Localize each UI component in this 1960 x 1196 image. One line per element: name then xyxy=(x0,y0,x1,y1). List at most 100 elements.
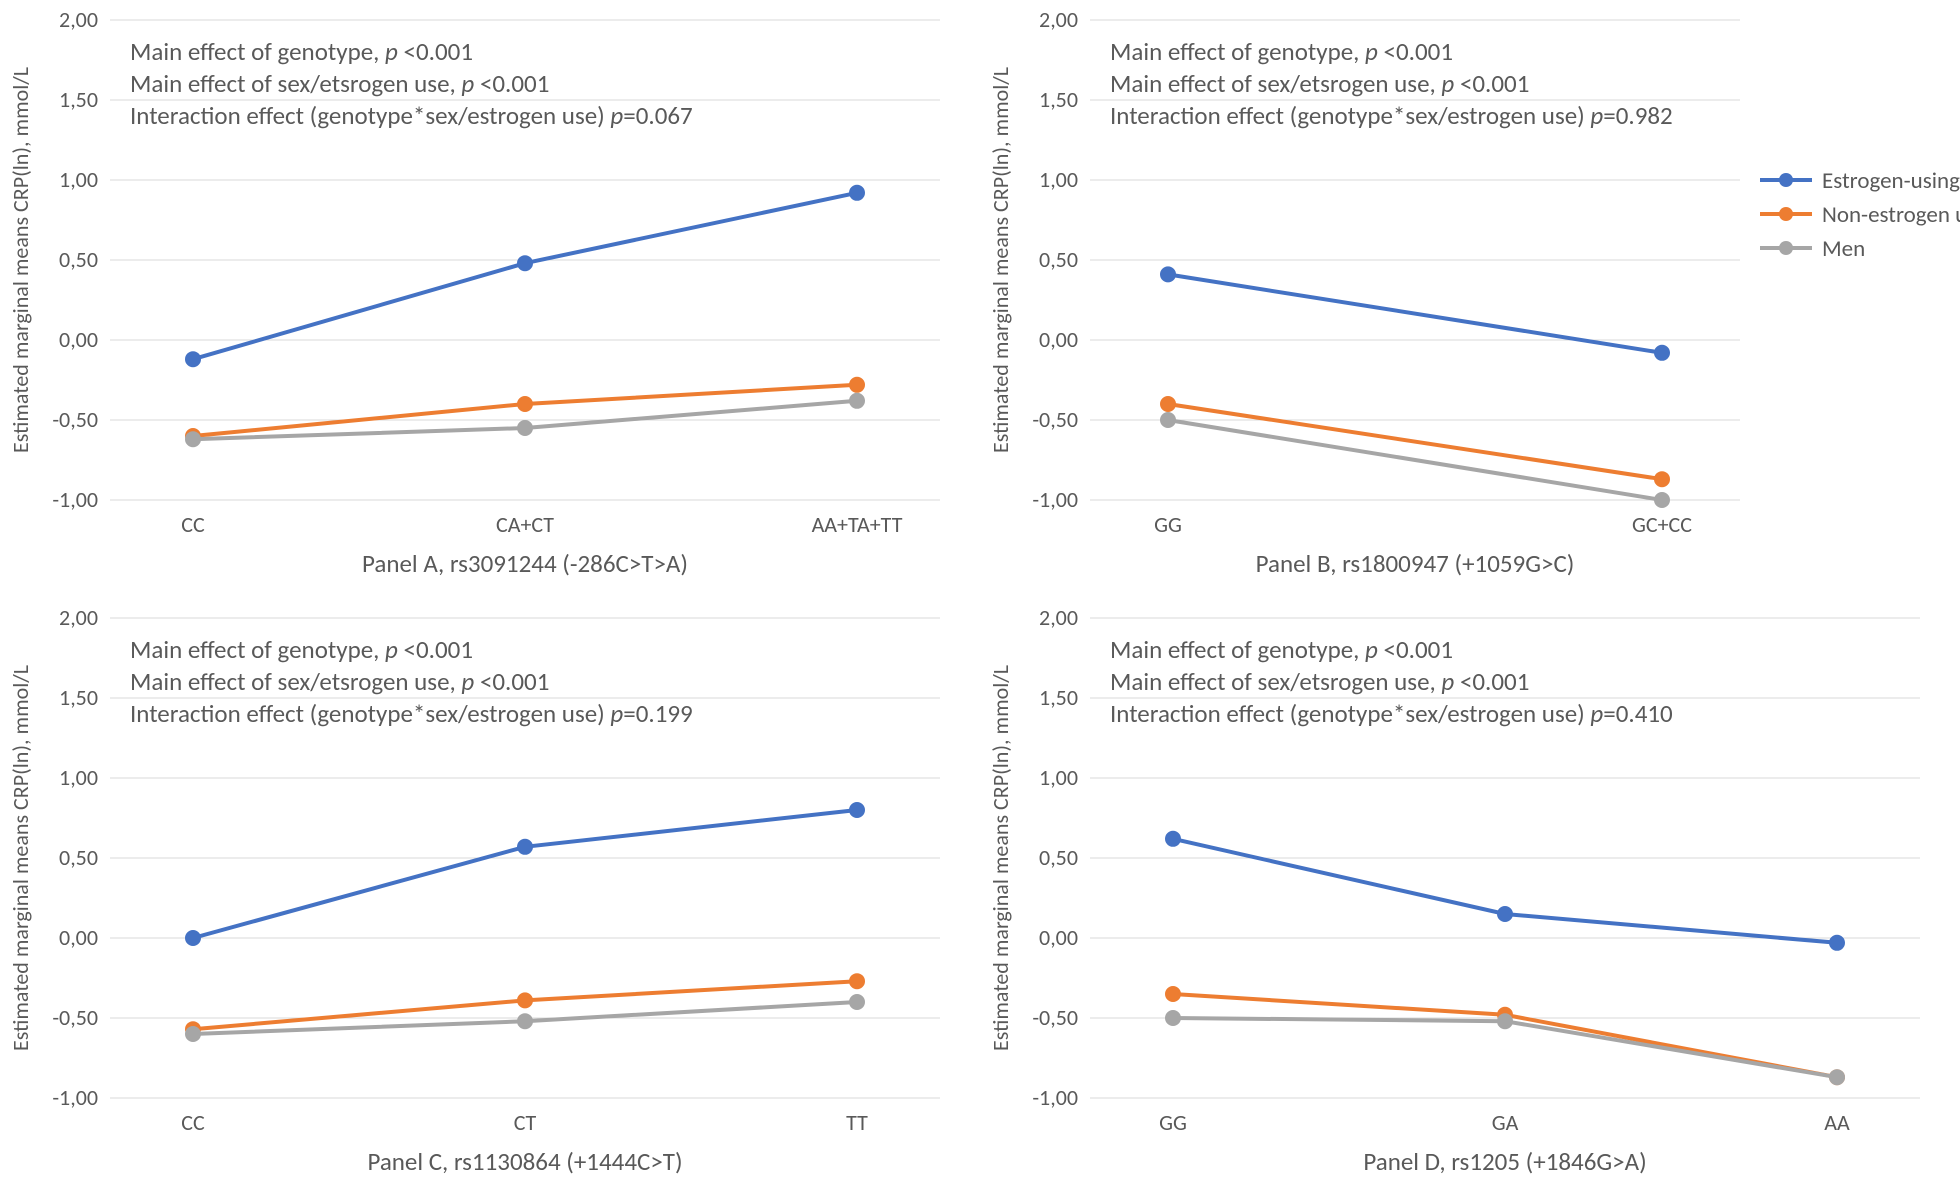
y-axis-label: Estimated marginal means CRP(ln), mmol/L xyxy=(987,67,1014,453)
panel-d: -1,00-0,500,000,501,001,502,00GGGAAAMain… xyxy=(980,598,1960,1196)
series-marker-nonestrogen xyxy=(1655,472,1669,486)
series-marker-estrogen xyxy=(186,931,200,945)
x-tick-label: GG xyxy=(1154,511,1182,538)
series-marker-men xyxy=(1161,413,1175,427)
series-marker-estrogen xyxy=(518,840,532,854)
x-tick-label: CC xyxy=(181,511,205,538)
series-line-estrogen xyxy=(193,193,857,359)
y-axis-label: Estimated marginal means CRP(ln), mmol/L xyxy=(987,665,1014,1051)
x-tick-label: AA+TA+TT xyxy=(812,511,903,538)
series-marker-estrogen xyxy=(850,186,864,200)
series-marker-nonestrogen xyxy=(1166,987,1180,1001)
series-marker-nonestrogen xyxy=(518,397,532,411)
x-tick-label: GG xyxy=(1159,1109,1187,1136)
legend-marker xyxy=(1779,241,1793,255)
annotation-line: Interaction effect (genotype*sex/estroge… xyxy=(1110,100,1673,131)
series-marker-men xyxy=(518,1014,532,1028)
y-tick-label: -0,50 xyxy=(52,406,98,433)
series-marker-estrogen xyxy=(1161,267,1175,281)
annotation-line: Interaction effect (genotype*sex/estroge… xyxy=(130,698,693,729)
y-tick-label: -0,50 xyxy=(1032,406,1078,433)
y-tick-label: 1,00 xyxy=(1039,166,1078,193)
series-marker-men xyxy=(1655,493,1669,507)
y-tick-label: -0,50 xyxy=(1032,1004,1078,1031)
series-marker-men xyxy=(518,421,532,435)
series-line-estrogen xyxy=(193,810,857,938)
y-tick-label: 1,50 xyxy=(59,684,98,711)
series-marker-estrogen xyxy=(1166,832,1180,846)
annotation-line: Interaction effect (genotype*sex/estroge… xyxy=(1110,698,1673,729)
panel-a: -1,00-0,500,000,501,001,502,00CCCA+CTAA+… xyxy=(0,0,980,598)
y-tick-label: 1,50 xyxy=(1039,86,1078,113)
y-tick-label: -0,50 xyxy=(52,1004,98,1031)
series-line-men xyxy=(1168,420,1662,500)
y-tick-label: 0,00 xyxy=(59,326,98,353)
y-tick-label: 0,50 xyxy=(1039,246,1078,273)
series-marker-nonestrogen xyxy=(518,993,532,1007)
x-tick-label: CC xyxy=(181,1109,205,1136)
series-marker-men xyxy=(850,394,864,408)
series-marker-men xyxy=(1166,1011,1180,1025)
series-marker-nonestrogen xyxy=(1161,397,1175,411)
annotation-line: Main effect of sex/etsrogen use, p <0.00… xyxy=(130,666,549,697)
panel-subtitle: Panel D, rs1205 (+1846G>A) xyxy=(1363,1146,1646,1177)
y-tick-label: -1,00 xyxy=(1032,1084,1078,1111)
series-marker-men xyxy=(850,995,864,1009)
x-tick-label: TT xyxy=(846,1109,868,1136)
panel-subtitle: Panel C, rs1130864 (+1444C>T) xyxy=(367,1146,682,1177)
series-marker-estrogen xyxy=(518,256,532,270)
series-marker-men xyxy=(1498,1014,1512,1028)
legend-label: Men xyxy=(1822,235,1865,263)
series-line-nonestrogen xyxy=(1168,404,1662,479)
x-tick-label: AA xyxy=(1824,1109,1850,1136)
legend-marker xyxy=(1779,173,1793,187)
y-tick-label: 1,00 xyxy=(1039,764,1078,791)
series-line-estrogen xyxy=(1173,839,1837,943)
series-line-nonestrogen xyxy=(1173,994,1837,1077)
legend-label: Estrogen-using women xyxy=(1822,167,1960,195)
y-tick-label: 2,00 xyxy=(1039,6,1078,33)
y-tick-label: 1,00 xyxy=(59,166,98,193)
y-tick-label: -1,00 xyxy=(52,486,98,513)
panel-b: -1,00 -0,50 0,00 0,50 1,00 1,50 2,00 GG GC+CC Mai… xyxy=(980,0,1960,598)
y-axis-label: Estimated marginal means CRP(ln), mmol/L xyxy=(7,665,34,1051)
annotation-line: Main effect of genotype, p <0.001 xyxy=(1110,36,1453,67)
annotation-line: Main effect of sex/etsrogen use, p <0.00… xyxy=(130,68,549,99)
y-tick-label: 1,50 xyxy=(1039,684,1078,711)
series-marker-men xyxy=(186,1027,200,1041)
series-marker-men xyxy=(186,432,200,446)
series-marker-estrogen xyxy=(186,352,200,366)
y-tick-label: 0,00 xyxy=(1039,326,1078,353)
annotation-line: Interaction effect (genotype*sex/estroge… xyxy=(130,100,693,131)
y-tick-label: 0,00 xyxy=(59,924,98,951)
y-tick-label: 0,50 xyxy=(59,246,98,273)
panel-subtitle: Panel B, rs1800947 (+1059G>C) xyxy=(1256,548,1575,579)
panel-subtitle: Panel A, rs3091244 (-286C>T>A) xyxy=(362,548,688,579)
y-tick-label: 2,00 xyxy=(59,604,98,631)
panel-grid: -1,00-0,500,000,501,001,502,00CCCA+CTAA+… xyxy=(0,0,1960,1196)
y-tick-label: 2,00 xyxy=(59,6,98,33)
y-tick-label: 2,00 xyxy=(1039,604,1078,631)
y-tick-label: -1,00 xyxy=(52,1084,98,1111)
x-tick-label: CT xyxy=(514,1109,537,1136)
annotation-line: Main effect of genotype, p <0.001 xyxy=(130,36,473,67)
annotation-line: Main effect of genotype, p <0.001 xyxy=(130,634,473,665)
series-marker-estrogen xyxy=(1498,907,1512,921)
series-marker-estrogen xyxy=(1655,346,1669,360)
y-tick-label: 1,50 xyxy=(59,86,98,113)
series-line-estrogen xyxy=(1168,274,1662,352)
legend-label: Non-estrogen using women xyxy=(1822,201,1960,229)
x-tick-label: GC+CC xyxy=(1632,511,1692,538)
series-marker-estrogen xyxy=(850,803,864,817)
annotation-line: Main effect of sex/etsrogen use, p <0.00… xyxy=(1110,666,1529,697)
y-tick-label: 0,00 xyxy=(1039,924,1078,951)
y-axis-label: Estimated marginal means CRP(ln), mmol/L xyxy=(7,67,34,453)
y-tick-label: -1,00 xyxy=(1032,486,1078,513)
legend-marker xyxy=(1779,207,1793,221)
y-tick-label: 0,50 xyxy=(59,844,98,871)
series-marker-nonestrogen xyxy=(850,378,864,392)
annotation-line: Main effect of sex/etsrogen use, p <0.00… xyxy=(1110,68,1529,99)
series-marker-estrogen xyxy=(1830,936,1844,950)
series-marker-men xyxy=(1830,1070,1844,1084)
y-tick-label: 1,00 xyxy=(59,764,98,791)
